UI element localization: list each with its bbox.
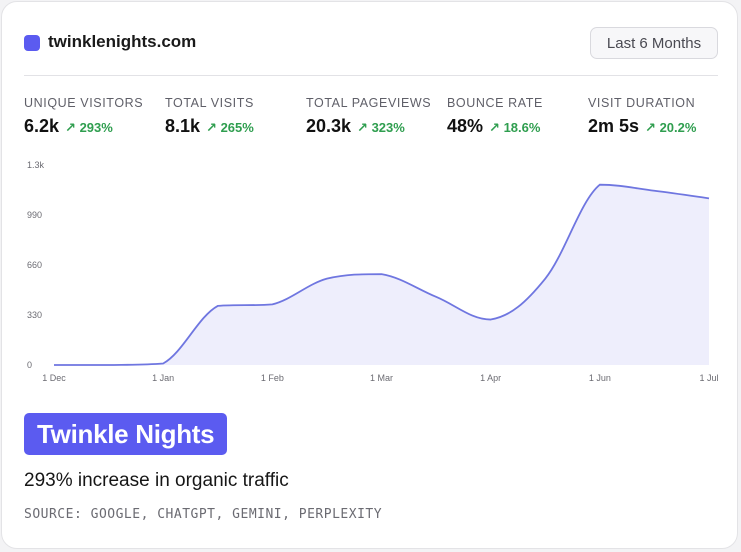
stat-value: 2m 5s [588,116,640,136]
site-color-icon [24,35,40,51]
site-name: twinklenights.com [48,32,197,51]
trend-up-icon: ↗ [206,120,217,135]
stat-visit-duration: VISIT DURATION 2m 5s ↗ 20.2% [588,96,696,137]
trend-up-icon: ↗ [357,120,368,135]
x-tick-label: 1 Jan [152,373,174,383]
period-select-button[interactable]: Last 6 Months [590,27,718,59]
x-tick-label: 1 Feb [261,373,284,383]
stat-value: 48% [447,116,484,136]
brand-badge: Twinkle Nights [24,413,228,455]
stat-label: UNIQUE VISITORS [24,96,144,110]
x-tick-label: 1 Dec [42,373,66,383]
stat-total-pageviews: TOTAL PAGEVIEWS 20.3k ↗ 323% [306,96,431,137]
series-line [54,183,710,366]
y-tick-label: 330 [27,310,42,320]
stat-label: BOUNCE RATE [447,96,543,110]
x-tick-label: 1 Apr [480,373,501,383]
stat-change-value: 18.6% [503,120,541,135]
headline: 293% increase in organic traffic [24,470,289,491]
stat-change: ↗ 265% [206,120,254,136]
stat-value: 20.3k [306,116,352,136]
trend-up-icon: ↗ [65,120,76,135]
y-tick-label: 990 [27,210,42,220]
stat-change: ↗ 18.6% [489,120,540,136]
stat-change: ↗ 293% [65,120,113,136]
stat-label: TOTAL PAGEVIEWS [306,96,432,110]
visitors-area-chart: 0 330 660 990 1.3k 1 Dec 1 Jan 1 Feb 1 Mar 1 Apr 1… [27,160,719,383]
stat-value: 8.1k [165,116,201,136]
x-tick-label: 1 Jul [699,373,718,383]
stat-change-value: 20.2% [659,120,697,135]
stat-bounce-rate: BOUNCE RATE 48% ↗ 18.6% [447,96,543,137]
y-tick-label: 0 [27,360,32,370]
source-note: SOURCE: GOOGLE, CHATGPT, GEMINI, PERPLEX… [24,507,383,522]
y-tick-label: 660 [27,260,42,270]
trend-up-icon: ↗ [489,120,500,135]
stat-change: ↗ 20.2% [645,120,696,136]
header-divider [24,75,718,76]
stat-label: VISIT DURATION [588,96,696,110]
stat-unique-visitors: UNIQUE VISITORS 6.2k ↗ 293% [24,96,143,137]
stat-change-value: 293% [79,120,113,135]
x-tick-label: 1 Jun [589,373,611,383]
stat-change-value: 265% [220,120,254,135]
stat-total-visits: TOTAL VISITS 8.1k ↗ 265% [165,96,254,137]
stat-label: TOTAL VISITS [165,96,254,110]
stat-value: 6.2k [24,116,60,136]
trend-up-icon: ↗ [645,120,656,135]
stat-change-value: 323% [371,120,405,135]
stat-change: ↗ 323% [357,120,405,136]
x-tick-label: 1 Mar [370,373,393,383]
y-tick-label: 1.3k [27,160,45,170]
